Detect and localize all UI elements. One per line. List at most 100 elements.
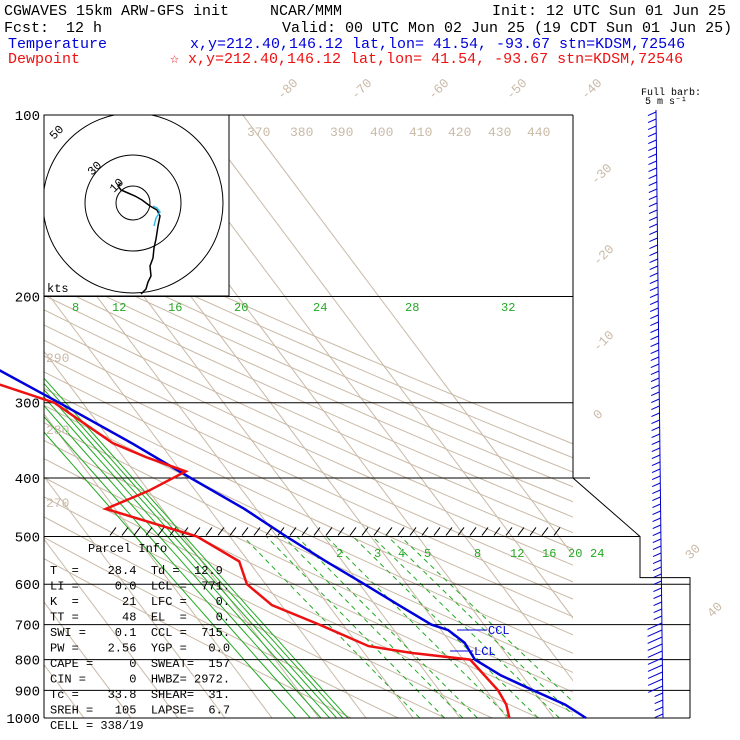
wind-barb (650, 363, 660, 369)
wind-barb (650, 384, 660, 390)
wind-barb (649, 237, 658, 243)
hodograph-low-level-trace (152, 205, 161, 227)
dry-adiabat-line (44, 558, 352, 718)
theta-label: 370 (247, 125, 270, 140)
parcel-info-row: PW = 2.56 YGP = 0.0 (50, 642, 230, 656)
hodograph-trace (117, 182, 161, 295)
parcel-info-row: K = 21 LFC = 0. (50, 595, 230, 609)
hodograph-ring-30 (84, 154, 182, 252)
level-hatch (145, 527, 153, 536)
wind-barb (652, 559, 662, 565)
wind-barb (652, 545, 662, 551)
isotherm-label: -60 (425, 76, 452, 103)
wind-barb (651, 405, 660, 411)
wind-barb (648, 216, 658, 222)
dry-adiabat-line (44, 212, 573, 445)
wind-barb (647, 671, 663, 679)
wind-barb (652, 489, 661, 495)
wind-barb (653, 601, 662, 607)
hodograph-units: kts (47, 282, 69, 296)
level-hatch (325, 527, 333, 536)
theta-left-label: 270 (46, 496, 69, 511)
isotherm-line (195, 115, 573, 619)
mixing-ratio-label: 4 (398, 547, 405, 561)
wind-barb (651, 398, 660, 404)
mixing-ratio-label: 3 (374, 547, 381, 561)
level-hatch (421, 527, 429, 536)
wind-barb (653, 594, 662, 600)
wind-barb (651, 482, 661, 488)
wind-barb (649, 293, 659, 299)
wind-barb (649, 258, 658, 264)
wind-barb (653, 587, 662, 593)
wind-barb (654, 706, 664, 712)
wind-barb (648, 209, 658, 215)
wind-barb (648, 153, 657, 159)
dry-adiabat-line (44, 387, 573, 636)
isotherm-line (44, 475, 226, 718)
level-hatch (397, 527, 405, 536)
pressure-label-900: 900 (15, 684, 40, 700)
wind-barb (650, 370, 660, 376)
wind-barb (653, 615, 663, 621)
saturation-label: 16 (168, 301, 182, 315)
pressure-label-500: 500 (15, 530, 40, 546)
dry-adiabat-line (44, 266, 573, 503)
plot-right-edge (572, 115, 691, 718)
wind-barb (651, 475, 661, 481)
saturation-label: 24 (313, 301, 327, 315)
forecast-hour: 12 h (66, 20, 102, 37)
theta-left-label: 280 (46, 423, 69, 438)
saturation-label: 28 (405, 301, 419, 315)
pressure-label-700: 700 (15, 619, 40, 635)
wind-barb (654, 699, 663, 705)
isotherm-line (242, 115, 573, 557)
dry-adiabat-line (44, 355, 573, 600)
wind-barb (649, 244, 658, 250)
level-hatch (277, 527, 285, 536)
init-time: Init: 12 UTC Sun 01 Jun 25 (492, 3, 726, 20)
wind-barb (649, 300, 659, 306)
theta-label: 440 (527, 125, 550, 140)
mixing-ratio-label: 5 (424, 547, 431, 561)
wind-barb (648, 160, 657, 166)
dry-adiabat-line (44, 458, 573, 713)
dry-adiabat-line (44, 324, 573, 566)
wind-barb (649, 223, 658, 229)
model-title: CGWAVES 15km ARW-GFS init (4, 3, 229, 20)
wind-barb (647, 650, 663, 658)
parcel-info-row: CIN = 0 HWBZ= 2972. (50, 673, 230, 687)
wind-barb (647, 643, 663, 651)
pressure-label-600: 600 (15, 578, 40, 594)
dry-adiabat-line (44, 516, 446, 718)
hodograph-ring-10 (115, 185, 151, 221)
mixing-ratio-label: 12 (510, 547, 524, 561)
wind-barb (653, 573, 662, 579)
wind-barb (649, 272, 659, 278)
mixing-ratio-line (352, 536, 539, 718)
saturation-label: 20 (234, 301, 248, 315)
barb-legend-title: Full barb: (641, 87, 701, 99)
wind-barb (651, 433, 660, 439)
wind-barb (652, 552, 662, 558)
isotherm-label: 30 (682, 541, 704, 563)
dry-adiabat-line (44, 280, 573, 518)
level-hatch (265, 527, 273, 536)
wind-barb (647, 664, 663, 672)
wind-barb (649, 286, 659, 292)
hodograph: 50 30 10 kts (43, 114, 230, 297)
dry-adiabat-line (44, 404, 573, 654)
mixing-ratio-line (400, 536, 573, 703)
level-hatch (109, 527, 117, 536)
parcel-info-rows: T = 28.4 Td = 12.9 LI = 0.0 LCL = 771.K =… (50, 564, 230, 733)
wind-barb (650, 342, 659, 348)
level-hatch (445, 527, 453, 536)
level-hatch (349, 527, 357, 536)
isotherm-label: -40 (578, 76, 605, 103)
wind-barb (647, 125, 657, 131)
dry-adiabat-line (44, 439, 573, 693)
level-hatch (253, 527, 261, 536)
isotherm-label: -80 (274, 76, 301, 103)
mixing-ratio-line (282, 536, 464, 718)
